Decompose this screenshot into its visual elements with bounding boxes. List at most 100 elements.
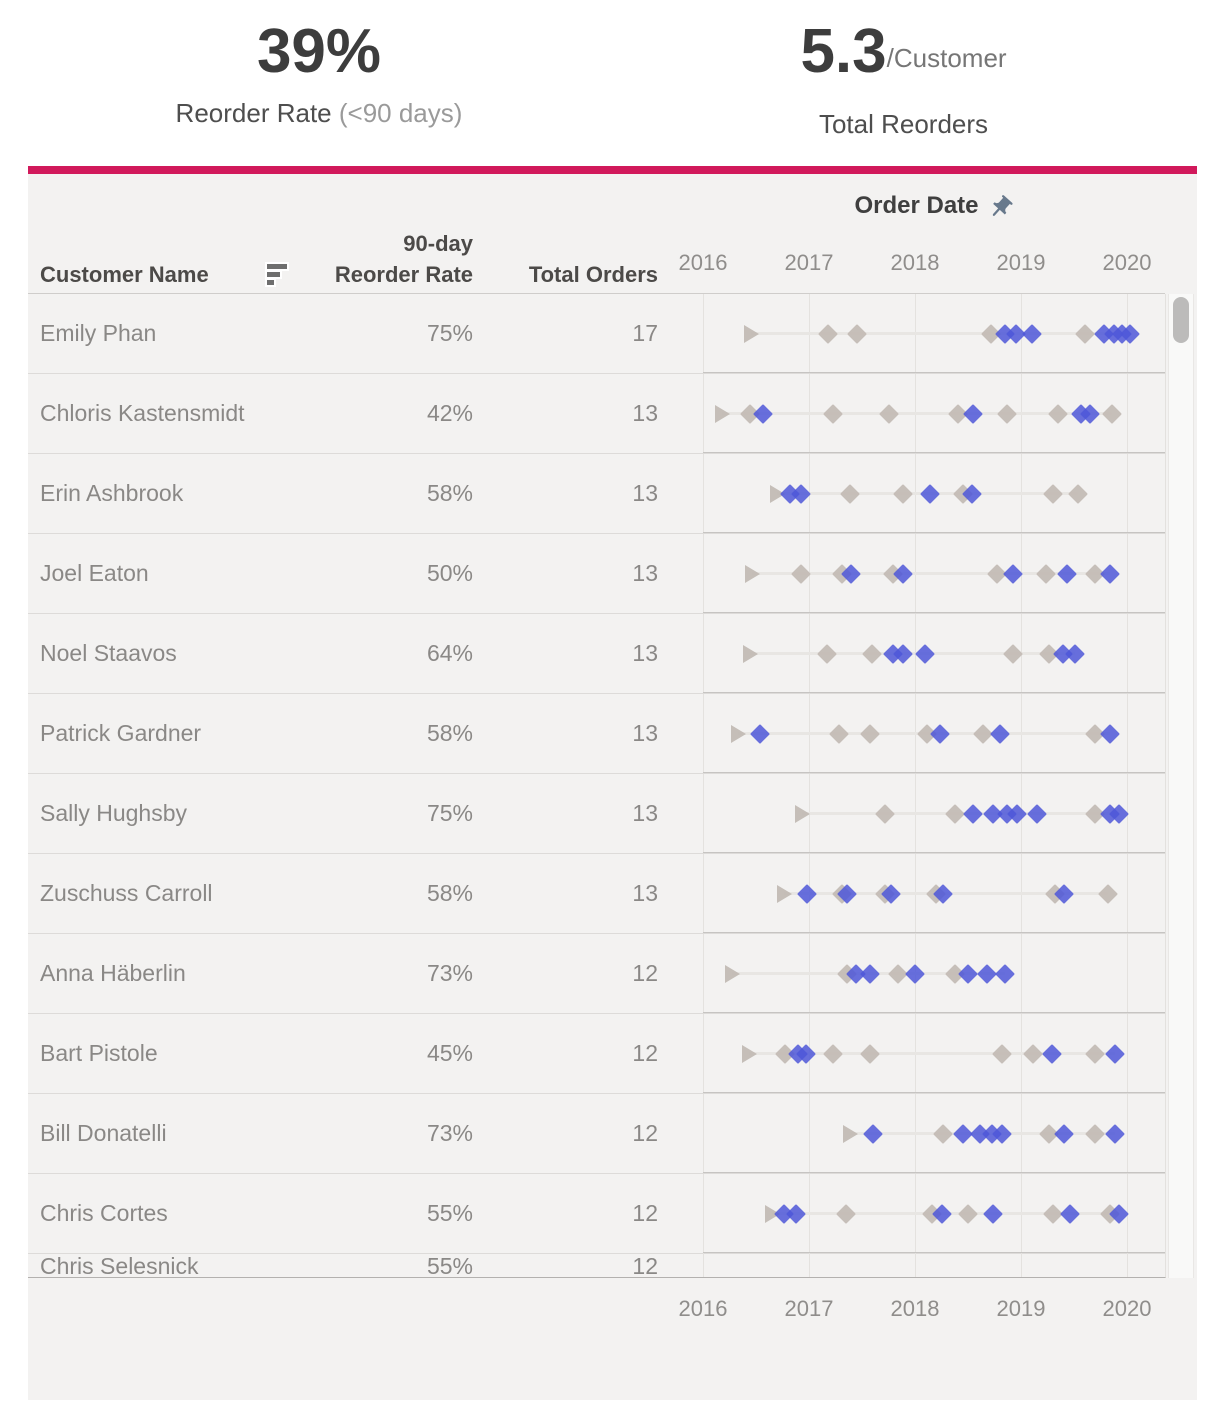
total-orders-cell[interactable]: 13 — [632, 480, 658, 506]
first-order-marker[interactable] — [794, 805, 810, 823]
reorder-marker[interactable] — [914, 644, 935, 664]
reorder-marker[interactable] — [1059, 1204, 1080, 1224]
order-marker[interactable] — [836, 1204, 856, 1224]
first-order-marker[interactable] — [741, 1045, 757, 1063]
order-marker[interactable] — [992, 1044, 1012, 1064]
customer-name-cell[interactable]: Emily Phan — [40, 320, 157, 346]
first-order-marker[interactable] — [843, 1125, 859, 1143]
reorder-marker[interactable] — [1041, 1044, 1062, 1064]
total-orders-cell[interactable]: 13 — [632, 400, 658, 426]
reorder-marker[interactable] — [963, 404, 984, 424]
first-order-marker[interactable] — [742, 645, 758, 663]
reorder-rate-cell[interactable]: 58% — [426, 720, 473, 746]
total-orders-cell[interactable]: 13 — [632, 800, 658, 826]
customer-name-cell[interactable]: Sally Hughsby — [40, 800, 188, 826]
reorder-marker[interactable] — [958, 964, 978, 984]
order-marker[interactable] — [1048, 404, 1068, 424]
order-marker[interactable] — [1085, 1044, 1106, 1064]
order-marker[interactable] — [997, 404, 1018, 424]
first-order-marker[interactable] — [715, 405, 731, 423]
customer-name-cell[interactable]: Noel Staavos — [40, 640, 177, 666]
order-marker[interactable] — [790, 564, 811, 584]
reorder-marker[interactable] — [930, 724, 951, 744]
order-marker[interactable] — [893, 484, 914, 504]
order-marker[interactable] — [1002, 644, 1023, 664]
reorder-rate-cell[interactable]: 55% — [426, 1200, 473, 1226]
reorder-marker[interactable] — [919, 484, 940, 504]
order-marker[interactable] — [958, 1204, 978, 1224]
order-marker[interactable] — [1074, 324, 1095, 344]
customer-name-cell[interactable]: Chris Cortes — [40, 1200, 168, 1226]
reorder-marker[interactable] — [989, 724, 1010, 744]
reorder-marker[interactable] — [1100, 724, 1120, 744]
reorder-marker[interactable] — [983, 1204, 1004, 1224]
customer-name-cell[interactable]: Zuschuss Carroll — [40, 880, 213, 906]
customer-name-cell[interactable]: Bill Donatelli — [40, 1120, 167, 1146]
order-marker[interactable] — [818, 324, 838, 344]
first-order-marker[interactable] — [744, 565, 760, 583]
reorder-marker[interactable] — [1105, 1124, 1126, 1144]
total-orders-cell[interactable]: 12 — [632, 1120, 658, 1146]
order-marker[interactable] — [1098, 884, 1118, 904]
reorder-marker[interactable] — [796, 884, 817, 904]
order-marker[interactable] — [1042, 484, 1063, 504]
reorder-marker[interactable] — [862, 1124, 883, 1144]
column-header-reorder-rate[interactable]: 90-day Reorder Rate — [334, 231, 473, 287]
total-orders-cell[interactable]: 13 — [632, 720, 658, 746]
order-marker[interactable] — [1102, 404, 1123, 424]
first-order-marker[interactable] — [764, 1205, 780, 1223]
order-marker[interactable] — [828, 724, 849, 744]
reorder-marker[interactable] — [750, 724, 771, 744]
reorder-marker[interactable] — [1002, 564, 1023, 584]
first-order-marker[interactable] — [776, 885, 792, 903]
reorder-marker[interactable] — [977, 964, 997, 984]
reorder-marker[interactable] — [753, 404, 774, 424]
reorder-marker[interactable] — [1056, 564, 1077, 584]
reorder-marker[interactable] — [1021, 324, 1042, 344]
total-orders-cell[interactable]: 13 — [632, 560, 658, 586]
order-marker[interactable] — [1022, 1044, 1043, 1064]
order-marker[interactable] — [846, 324, 867, 344]
order-marker[interactable] — [860, 724, 881, 744]
total-orders-cell[interactable]: 13 — [632, 640, 658, 666]
first-order-marker[interactable] — [770, 485, 786, 503]
customer-name-cell[interactable]: Chloris Kastensmidt — [40, 400, 245, 426]
reorder-rate-cell[interactable]: 45% — [426, 1040, 473, 1066]
order-marker[interactable] — [1085, 1124, 1106, 1144]
reorder-marker[interactable] — [1100, 564, 1120, 584]
reorder-marker[interactable] — [1105, 1044, 1126, 1064]
reorder-rate-cell[interactable]: 73% — [426, 1120, 473, 1146]
reorder-rate-cell[interactable]: 75% — [426, 800, 473, 826]
total-orders-cell[interactable]: 12 — [632, 1253, 658, 1278]
reorder-marker[interactable] — [963, 804, 984, 824]
order-date-header[interactable]: Order Date — [703, 190, 1165, 222]
reorder-rate-cell[interactable]: 58% — [426, 880, 473, 906]
reorder-rate-cell[interactable]: 75% — [426, 320, 473, 346]
order-marker[interactable] — [861, 644, 882, 664]
first-order-marker[interactable] — [724, 965, 740, 983]
reorder-rate-cell[interactable]: 55% — [426, 1253, 473, 1278]
order-marker[interactable] — [840, 484, 861, 504]
order-marker[interactable] — [1068, 484, 1089, 504]
pushpin-icon[interactable] — [981, 188, 1019, 226]
first-order-marker[interactable] — [730, 725, 746, 743]
reorder-marker[interactable] — [1065, 644, 1085, 664]
first-order-marker[interactable] — [743, 325, 759, 343]
column-header-customer-name[interactable]: Customer Name — [40, 262, 209, 287]
customer-name-cell[interactable]: Chris Selesnick — [40, 1253, 199, 1278]
order-marker[interactable] — [860, 1044, 881, 1064]
total-orders-cell[interactable]: 12 — [632, 1200, 658, 1226]
customer-name-cell[interactable]: Joel Eaton — [40, 560, 149, 586]
reorder-marker[interactable] — [860, 964, 881, 984]
customer-name-cell[interactable]: Bart Pistole — [40, 1040, 158, 1066]
sort-descending-icon[interactable] — [267, 264, 293, 290]
order-marker[interactable] — [878, 404, 899, 424]
reorder-rate-cell[interactable]: 64% — [426, 640, 473, 666]
order-marker[interactable] — [875, 804, 896, 824]
scrollbar-thumb[interactable] — [1173, 297, 1189, 343]
order-marker[interactable] — [817, 644, 837, 664]
reorder-marker[interactable] — [1026, 804, 1047, 824]
total-orders-cell[interactable]: 13 — [632, 880, 658, 906]
reorder-marker[interactable] — [905, 964, 925, 984]
order-marker[interactable] — [932, 1124, 953, 1144]
